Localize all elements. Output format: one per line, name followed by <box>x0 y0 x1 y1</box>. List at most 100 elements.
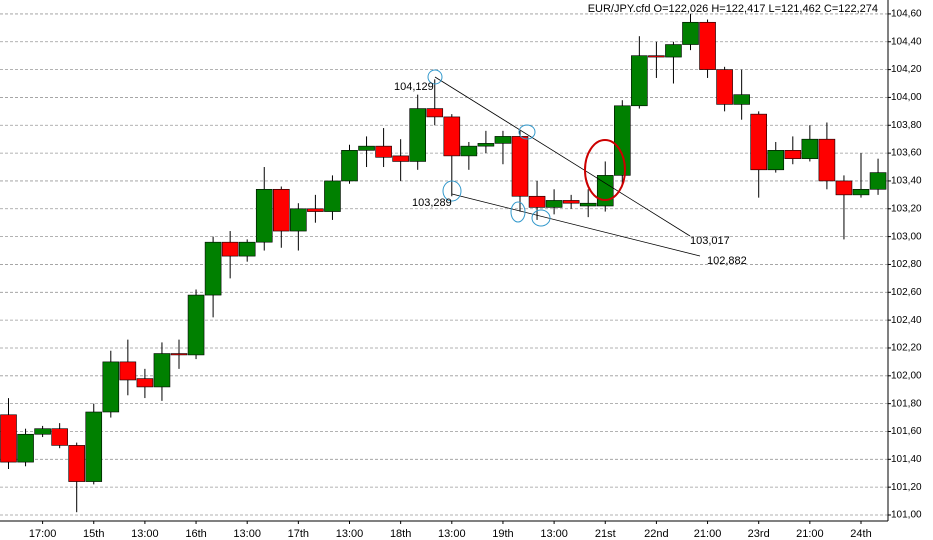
candle-body <box>579 202 597 207</box>
candle-body <box>682 21 699 45</box>
grid: 101,00 101,20 101,40 101,60 101,80 102,00 102,… <box>0 9 922 540</box>
marker-circle <box>510 201 526 223</box>
candle-body <box>136 378 154 388</box>
x-tick-label: 21:00 <box>796 528 824 540</box>
candles <box>0 13 887 513</box>
candle-body <box>767 150 785 171</box>
y-tick-label: 103,00 <box>891 231 922 242</box>
candle-body <box>477 143 495 147</box>
y-tick-label: 104,20 <box>891 64 922 75</box>
y-tick-label: 104,40 <box>891 36 922 47</box>
candle-body <box>187 294 205 356</box>
candle-body <box>835 180 853 196</box>
highlight-ellipse <box>584 139 626 201</box>
candle-body <box>460 145 478 157</box>
candle-body <box>204 241 222 296</box>
x-tick-label: 23rd <box>748 528 770 540</box>
candle-body <box>255 188 273 243</box>
markers <box>427 69 551 227</box>
candle-body <box>665 44 682 58</box>
y-tick-label: 104,60 <box>891 9 922 20</box>
candle-body <box>545 200 563 208</box>
candle-body <box>648 55 665 58</box>
candle-body <box>443 116 461 157</box>
x-tick-label: 21:00 <box>694 528 722 540</box>
x-tick-label: 18th <box>390 528 411 540</box>
candle-body <box>613 105 631 176</box>
candle-body <box>784 150 802 159</box>
candle-body <box>68 445 85 482</box>
y-tick-label: 102,20 <box>891 343 922 354</box>
candle-body <box>511 136 529 197</box>
y-tick-label: 101,40 <box>891 454 922 465</box>
x-tick-label: 21st <box>595 528 616 540</box>
y-tick-label: 103,20 <box>891 203 922 214</box>
chart-title: EUR/JPY.cfd O=122,026 H=122,417 L=121,46… <box>588 3 878 15</box>
candle-body <box>85 411 103 482</box>
trendlines <box>434 76 701 257</box>
annotation: 104,129 <box>394 81 434 93</box>
y-tick-label: 102,00 <box>891 370 922 381</box>
candle-body <box>426 108 444 118</box>
candle-body <box>631 55 648 107</box>
candle-body <box>170 353 188 356</box>
candle-body <box>221 241 239 257</box>
marker-circle <box>518 124 536 140</box>
candle-body <box>869 172 887 190</box>
marker-circle <box>531 209 551 227</box>
candle-body <box>119 361 137 381</box>
candle-body <box>818 138 836 182</box>
candle-body <box>852 188 870 196</box>
candle-body <box>528 195 546 208</box>
candle-body <box>153 353 171 388</box>
annotation: 103,017 <box>690 235 730 247</box>
y-tick-label: 101,80 <box>891 398 922 409</box>
candle-body <box>392 155 409 162</box>
y-tick-label: 102,80 <box>891 259 922 270</box>
candle-body <box>358 145 375 151</box>
candle-body <box>307 208 324 212</box>
candle-body <box>409 108 427 162</box>
y-tick-label: 101,60 <box>891 426 922 437</box>
x-tick-label: 13:00 <box>336 528 364 540</box>
y-tick-label: 104,00 <box>891 92 922 103</box>
candle-body <box>324 180 341 212</box>
candle-body <box>733 94 750 105</box>
y-tick-label: 102,40 <box>891 315 922 326</box>
y-tick-label: 101,20 <box>891 482 922 493</box>
candle-body <box>102 361 120 413</box>
candle-body <box>17 433 34 463</box>
x-tick-label: 13:00 <box>233 528 261 540</box>
marker-circle <box>427 69 443 85</box>
x-tick-label: 13:00 <box>131 528 159 540</box>
candle-body <box>750 113 768 171</box>
x-tick-label: 22nd <box>644 528 668 540</box>
y-tick-label: 101,00 <box>891 510 922 521</box>
candle-body <box>494 136 512 144</box>
y-tick-label: 103,40 <box>891 176 922 187</box>
annotation: 102,882 <box>707 255 747 267</box>
x-tick-label: 16th <box>185 528 206 540</box>
x-tick-label: 19th <box>492 528 513 540</box>
candle-body <box>801 138 819 159</box>
x-tick-label: 24th <box>850 528 871 540</box>
trendline <box>451 193 701 257</box>
candle-body <box>562 200 580 204</box>
candle-body <box>699 21 716 70</box>
candle-body <box>272 188 290 232</box>
candle-body <box>716 69 733 105</box>
candle-body <box>290 208 307 232</box>
candle-body <box>375 145 392 158</box>
marker-circle <box>442 180 462 202</box>
x-tick-label: 13:00 <box>438 528 466 540</box>
candle-body <box>341 150 358 182</box>
y-tick-label: 103,60 <box>891 148 922 159</box>
x-tick-label: 17th <box>288 528 309 540</box>
x-tick-label: 15th <box>83 528 104 540</box>
candle-body <box>34 428 51 435</box>
candle-body <box>51 428 68 446</box>
y-tick-label: 103,80 <box>891 120 922 131</box>
x-tick-label: 17:00 <box>29 528 57 540</box>
